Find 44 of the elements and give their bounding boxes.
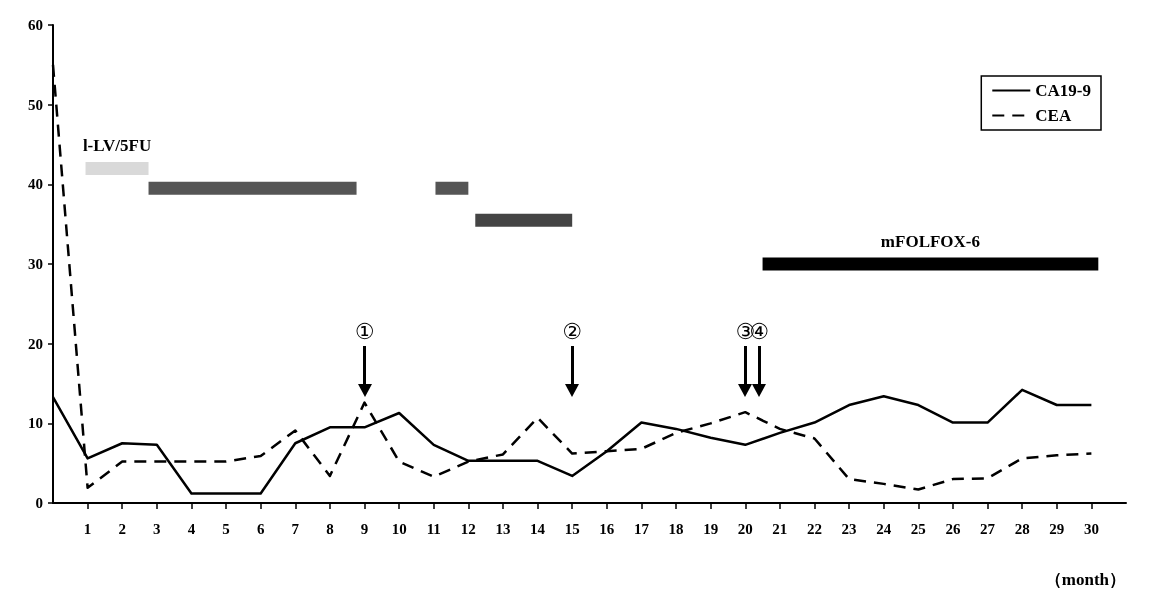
x-tick-label: 26 [945, 520, 961, 537]
x-tick-label: 17 [633, 520, 650, 537]
series-label: mFOLFOX-6 [880, 232, 981, 251]
x-tick-label: 12 [460, 520, 476, 537]
ref-line-label: ① [354, 318, 375, 344]
x-tick-label: 21 [772, 520, 788, 537]
series-label: l-LV/5FU [82, 136, 152, 156]
x-axis-title: （month） [1044, 570, 1126, 589]
x-tick-label: 6 [256, 520, 265, 537]
y-tick-label: 10 [28, 415, 43, 432]
x-tick-label: 23 [841, 520, 857, 537]
legend-label: CEA [1035, 106, 1072, 125]
x-tick-label: 10 [391, 520, 407, 537]
y-tick-label: 50 [28, 96, 43, 113]
x-tick-label: 19 [703, 520, 719, 537]
y-tick-label: 0 [35, 495, 43, 511]
y-tick-label: 30 [28, 256, 43, 272]
x-tick-label: 22 [806, 520, 822, 537]
y-tick-label: 40 [28, 176, 43, 193]
x-tick-label: 3 [153, 520, 161, 537]
x-tick-label: 4 [187, 520, 196, 537]
x-tick-label: 24 [876, 520, 892, 537]
x-tick-label: 18 [668, 520, 684, 537]
x-tick-label: 20 [737, 520, 753, 537]
x-tick-label: 9 [360, 520, 369, 537]
x-tick-label: 7 [291, 520, 300, 537]
x-tick-label: 25 [910, 520, 926, 537]
x-tick-label: 13 [495, 520, 511, 537]
x-tick-label: 2 [118, 520, 126, 537]
x-tick-label: 15 [564, 520, 580, 537]
x-tick-label: 1 [83, 520, 92, 537]
y-tick-label: 20 [28, 335, 43, 352]
x-tick-label: 16 [599, 520, 615, 537]
x-tick-label: 28 [1014, 520, 1030, 537]
x-tick-label: 29 [1049, 520, 1065, 537]
x-tick-label: 30 [1083, 520, 1099, 537]
x-tick-label: 8 [326, 520, 334, 537]
x-tick-label: 5 [222, 520, 230, 537]
x-tick-label: 27 [980, 520, 996, 537]
x-tick-label: 14 [530, 520, 546, 537]
legend-label: CA19-9 [1035, 81, 1091, 100]
ref-line-label: ② [562, 318, 583, 344]
x-tick-label: 11 [426, 520, 441, 537]
y-tick-label: 60 [28, 17, 43, 33]
